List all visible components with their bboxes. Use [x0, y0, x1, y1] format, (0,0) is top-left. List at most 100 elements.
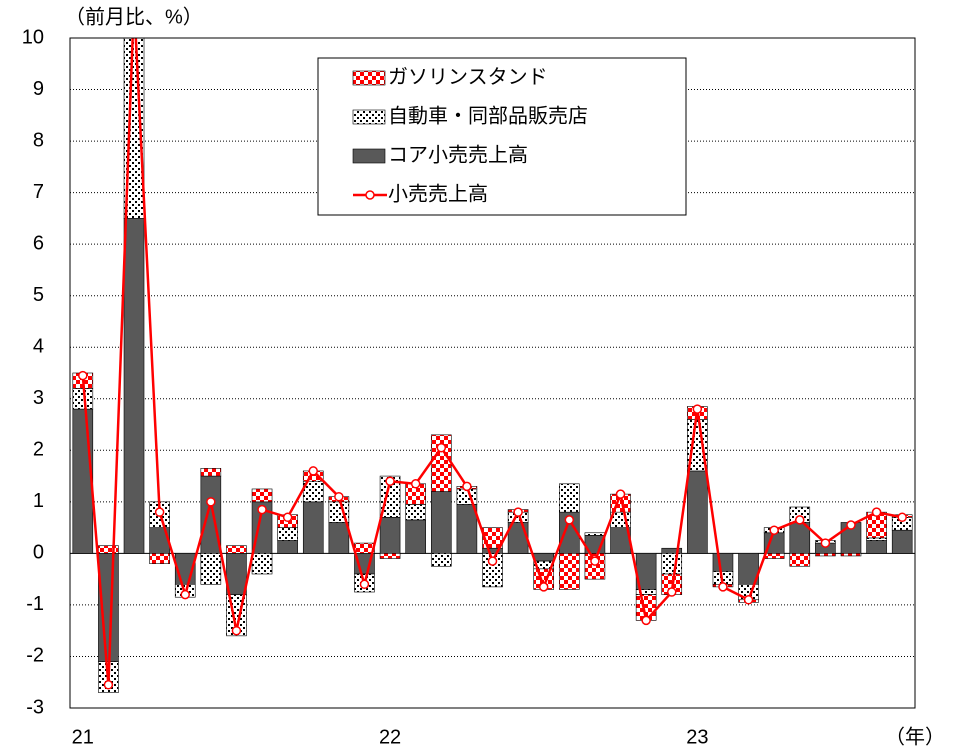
bar-segment: [456, 488, 478, 505]
bar-segment: [533, 553, 555, 562]
line-marker: [718, 582, 728, 592]
line-marker: [487, 556, 498, 566]
line-marker: [871, 507, 882, 517]
x-tick-label: 21: [72, 726, 94, 748]
y-tick-label: 6: [33, 232, 44, 254]
plot-frame: [69, 37, 916, 709]
y-axis-label: （前月比、%）: [65, 5, 203, 28]
bar-segment: [840, 553, 862, 557]
line-marker: [615, 489, 626, 499]
line-marker: [538, 582, 549, 592]
line-marker: [462, 481, 472, 492]
y-tick-label: 3: [33, 387, 44, 409]
line-marker: [769, 525, 779, 535]
bar-segment: [379, 553, 401, 559]
y-tick-label: 10: [22, 26, 44, 48]
bar-segment: [456, 504, 478, 554]
bar-segment: [251, 553, 273, 575]
x-tick-label: 22: [379, 726, 401, 748]
bar-segment: [72, 388, 94, 410]
bar-segment: [687, 470, 708, 554]
bar-segment: [584, 553, 606, 580]
line-marker: [206, 497, 216, 507]
line-marker: [359, 579, 370, 590]
bar-segment: [712, 553, 734, 572]
y-tick-label: -3: [26, 696, 44, 718]
line-marker: [410, 479, 421, 489]
bar-segment: [226, 553, 247, 595]
y-tick-label: 9: [33, 78, 44, 100]
line-marker: [692, 404, 703, 414]
line-marker: [103, 680, 114, 690]
bar-segment: [661, 553, 683, 575]
bar-segment: [430, 553, 452, 567]
line-marker: [180, 589, 190, 600]
line-marker: [231, 625, 242, 636]
bar-segment: [430, 491, 452, 554]
bar-segment: [891, 529, 913, 554]
bar-segment: [98, 545, 119, 554]
y-tick-label: 7: [33, 181, 44, 203]
line-marker: [666, 587, 677, 597]
line-marker: [308, 466, 319, 476]
y-tick-label: 4: [33, 336, 44, 358]
bar-segment: [277, 540, 298, 554]
legend-label: 自動車・同部品販売店: [388, 104, 588, 127]
bar-segment: [328, 522, 350, 554]
line-marker: [590, 556, 600, 566]
bar-segment: [482, 553, 503, 588]
bar-segment: [763, 553, 785, 559]
line-marker: [795, 515, 805, 525]
legend-swatch: [365, 190, 375, 200]
legend-label: ガソリンスタンド: [388, 65, 548, 88]
y-tick-label: 8: [33, 129, 44, 151]
bar-segment: [226, 545, 247, 554]
y-tick-label: 1: [33, 490, 44, 512]
bar-segment: [379, 517, 401, 554]
y-tick-label: 2: [33, 439, 44, 461]
bar-segment: [866, 540, 887, 554]
line-marker: [436, 442, 447, 453]
bar-segment: [815, 553, 836, 557]
y-tick-label: -1: [26, 593, 44, 615]
line-marker: [130, 0, 138, 6]
line-marker: [334, 491, 344, 502]
line-marker: [78, 370, 88, 381]
bar-segment: [866, 537, 887, 541]
line-marker: [385, 476, 395, 486]
bar-segment: [149, 553, 170, 564]
legend-label: コア小売売上高: [388, 143, 528, 166]
line-marker: [564, 515, 575, 525]
bar-segment: [789, 553, 811, 567]
bar-segment: [277, 527, 298, 541]
legend-label: 小売売上高: [388, 182, 488, 205]
line-marker: [846, 520, 856, 530]
y-tick-label: -2: [26, 645, 44, 667]
line-marker: [154, 507, 165, 517]
bar-segment: [379, 475, 401, 518]
line-marker: [282, 512, 293, 523]
legend-swatch: [352, 70, 386, 86]
bar-segment: [72, 408, 94, 554]
y-tick-label: 0: [33, 542, 44, 564]
line-marker: [257, 504, 267, 515]
line-marker: [641, 615, 651, 626]
line-layer: [78, 0, 907, 690]
bar-segment: [405, 519, 426, 554]
x-tick-label: 23: [686, 726, 708, 748]
bar-segment: [584, 532, 606, 536]
bar-segment: [251, 488, 273, 503]
x-axis-label: （年）: [885, 725, 945, 748]
y-tick-label: 5: [33, 284, 44, 306]
bar-segment: [200, 553, 222, 585]
bar-segment: [302, 501, 324, 554]
bar-segment: [123, 218, 145, 554]
bar-segment: [559, 483, 580, 513]
line-marker: [513, 507, 523, 517]
line-marker: [743, 595, 754, 605]
bar-segment: [559, 553, 580, 590]
bar-segment: [405, 504, 426, 521]
bar-segment: [200, 468, 222, 477]
